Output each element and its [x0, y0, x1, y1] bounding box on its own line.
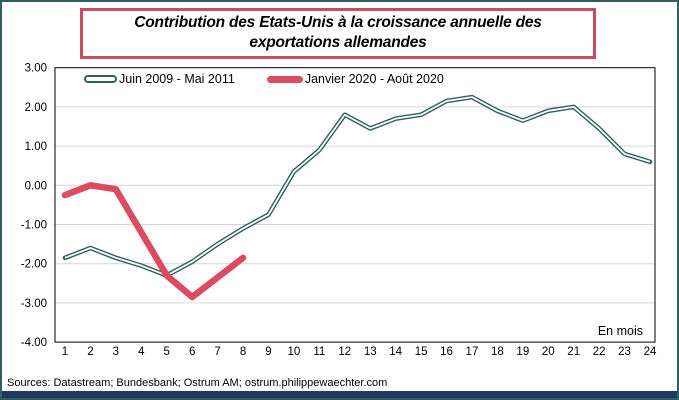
- legend-item-janvier-2020-aout-2020: Janvier 2020 - Août 2020: [266, 72, 444, 86]
- svg-text:13: 13: [364, 346, 377, 358]
- svg-text:1.00: 1.00: [25, 141, 47, 153]
- legend-item-juin-2009-mai-2011: Juin 2009 - Mai 2011: [84, 72, 235, 86]
- svg-text:3: 3: [113, 346, 119, 358]
- chart-legend: Juin 2009 - Mai 2011 Janvier 2020 - Août…: [84, 72, 444, 86]
- svg-text:23: 23: [618, 346, 631, 358]
- svg-text:14: 14: [389, 346, 402, 358]
- sources-text: Sources: Datastream; Bundesbank; Ostrum …: [7, 377, 388, 389]
- x-axis-labels: 1 2 3 4 5 6 7 8 9 10 11 12 13 14 15 16 17 18 19 20 21 22 23 24: [62, 346, 657, 358]
- svg-text:4: 4: [138, 346, 145, 358]
- svg-text:10: 10: [288, 346, 301, 358]
- svg-text:8: 8: [240, 346, 246, 358]
- title-box: Contribution des Etats-Unis à la croissa…: [80, 8, 596, 59]
- svg-text:19: 19: [516, 346, 529, 358]
- svg-text:21: 21: [567, 346, 580, 358]
- chart-title: Contribution des Etats-Unis à la croissa…: [134, 14, 542, 51]
- svg-text:11: 11: [313, 346, 325, 358]
- svg-text:15: 15: [415, 346, 428, 358]
- legend-marker-outline-icon: [84, 75, 117, 83]
- x-axis-unit-label: En mois: [597, 324, 643, 338]
- svg-text:12: 12: [338, 346, 351, 358]
- svg-text:24: 24: [644, 346, 657, 358]
- svg-text:16: 16: [440, 346, 453, 358]
- svg-text:-3.00: -3.00: [21, 298, 47, 310]
- svg-text:6: 6: [189, 346, 195, 358]
- svg-text:3.00: 3.00: [25, 63, 47, 75]
- y-axis-labels: 3.00 2.00 1.00 0.00 -1.00 -2.00 -3.00 -4.00: [21, 63, 47, 349]
- svg-text:2: 2: [87, 346, 93, 358]
- svg-text:1: 1: [62, 346, 68, 358]
- legend-label: Juin 2009 - Mai 2011: [119, 72, 235, 86]
- svg-text:0.00: 0.00: [25, 180, 47, 192]
- svg-text:5: 5: [164, 346, 170, 358]
- gridlines: [55, 106, 655, 304]
- svg-text:2.00: 2.00: [25, 102, 47, 114]
- svg-text:7: 7: [214, 346, 220, 358]
- legend-label: Janvier 2020 - Août 2020: [304, 72, 444, 86]
- svg-text:17: 17: [466, 346, 479, 358]
- svg-text:9: 9: [265, 346, 271, 358]
- svg-text:20: 20: [542, 346, 555, 358]
- svg-text:-2.00: -2.00: [21, 259, 47, 271]
- svg-text:22: 22: [593, 346, 606, 358]
- plot-border: [54, 67, 656, 343]
- legend-marker-solid-icon: [266, 75, 303, 83]
- svg-text:18: 18: [491, 346, 504, 358]
- bottom-bar: [2, 391, 677, 398]
- svg-text:-4.00: -4.00: [21, 337, 47, 349]
- series-janvier-2020-ao-t-2020: [61, 182, 247, 301]
- svg-text:-1.00: -1.00: [21, 220, 47, 232]
